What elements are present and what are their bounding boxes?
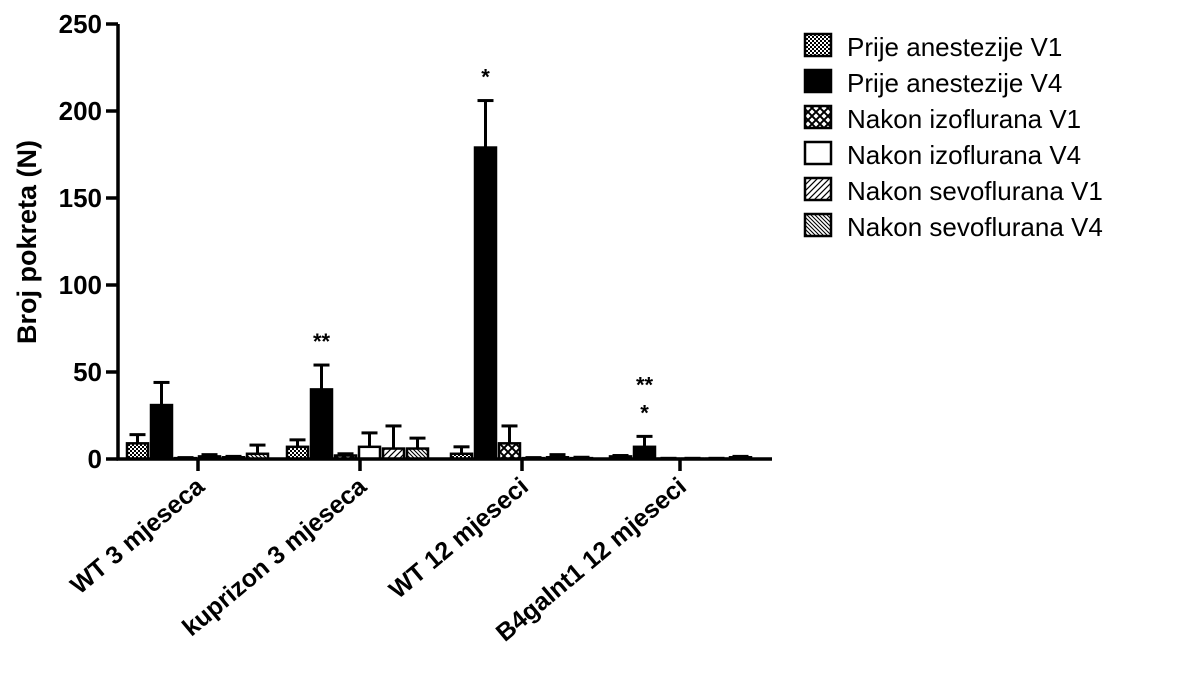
- legend-swatch: [803, 176, 833, 202]
- y-tick-label: 50: [73, 357, 102, 387]
- y-tick-label: 100: [59, 270, 102, 300]
- y-axis-label: Broj pokreta (N): [12, 140, 42, 344]
- significance-marker: *: [640, 400, 649, 425]
- bar-0-1: [149, 403, 174, 461]
- bar-1-3: [357, 445, 382, 461]
- y-tick-label: 150: [59, 183, 102, 213]
- legend-entry: Prije anestezije V4: [847, 68, 1062, 98]
- significance-marker: **: [313, 329, 331, 354]
- x-tick-label: kuprizon 3 mjeseca: [177, 471, 373, 641]
- significance-marker: *: [481, 65, 490, 90]
- legend-entry: Nakon izoflurana V1: [847, 104, 1081, 134]
- y-tick-label: 250: [59, 9, 102, 39]
- x-tick-label: WT 3 mjeseca: [65, 471, 211, 599]
- bar-1-1: [309, 388, 334, 461]
- legend-swatch: [803, 68, 833, 94]
- legend-entry: Nakon izoflurana V4: [847, 140, 1081, 170]
- legend-swatch: [803, 212, 833, 238]
- bar-0-0: [125, 442, 150, 461]
- legend-swatch: [803, 140, 833, 166]
- legend-swatch: [803, 104, 833, 130]
- legend-swatch: [803, 32, 833, 58]
- bar-1-0: [285, 445, 310, 461]
- significance-marker: **: [636, 372, 654, 397]
- bar-2-1: [473, 146, 498, 461]
- legend-entry: Nakon sevoflurana V4: [847, 212, 1103, 242]
- legend-entry: Nakon sevoflurana V1: [847, 176, 1103, 206]
- x-tick-label: WT 12 mjeseci: [384, 472, 534, 604]
- bar-2-2: [497, 442, 522, 461]
- y-tick-label: 0: [88, 444, 102, 474]
- bar-3-1: [632, 445, 657, 461]
- legend-entry: Prije anestezije V1: [847, 32, 1062, 62]
- y-tick-label: 200: [59, 96, 102, 126]
